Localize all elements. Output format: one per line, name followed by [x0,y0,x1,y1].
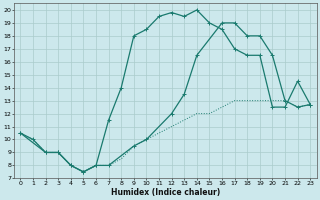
X-axis label: Humidex (Indice chaleur): Humidex (Indice chaleur) [111,188,220,197]
